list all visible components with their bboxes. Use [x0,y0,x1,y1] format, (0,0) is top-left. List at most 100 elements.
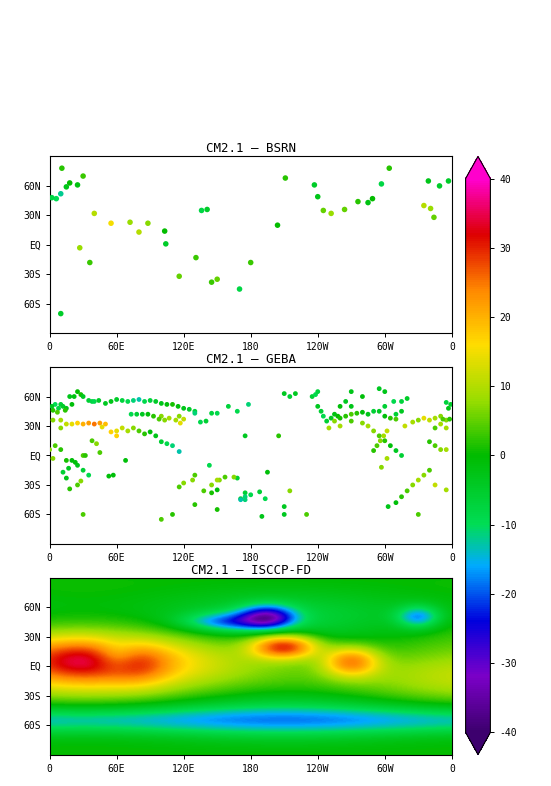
Point [163,437,171,450]
Point [65,177,74,189]
Point [442,443,451,456]
Point [445,413,454,425]
Point [94,394,103,407]
Point [132,408,141,421]
Point [408,416,417,428]
Point [291,387,300,400]
Point [431,412,440,424]
Point [425,413,434,426]
Point [353,407,361,420]
Point [118,394,127,407]
Point [358,406,367,418]
Point [112,429,121,442]
Point [79,170,88,182]
Point [161,237,170,250]
Point [380,410,389,422]
Point [54,402,63,414]
Point [397,405,406,417]
Point [241,490,250,503]
Point [84,417,93,429]
Point [397,490,406,503]
Point [261,492,269,505]
Point [310,178,319,191]
Point [241,429,250,442]
Point [73,479,82,491]
Point [53,406,62,418]
Point [101,417,110,430]
Point [163,398,171,410]
Point [188,474,197,487]
Point [101,397,110,410]
Point [377,461,386,473]
Point [380,400,389,413]
Point [327,412,336,424]
Point [408,479,417,491]
Point [358,417,367,429]
Point [104,470,113,483]
Point [425,435,434,448]
Point [382,452,391,465]
Point [386,412,395,424]
Point [73,417,82,429]
Point [327,207,336,219]
Point [392,408,401,421]
Point [419,468,428,481]
Point [330,408,339,421]
Point [380,435,389,447]
Point [62,472,71,484]
Point [213,503,222,516]
Point [68,398,77,410]
Point [257,510,266,523]
Point [263,466,272,479]
Point [442,396,451,409]
Point [179,476,188,489]
Point [369,444,378,457]
Point [58,466,67,479]
Point [347,400,356,413]
Point [56,421,65,434]
Title: CM2.1 – GEBA: CM2.1 – GEBA [206,353,296,366]
Point [62,454,71,467]
Point [129,394,138,407]
Point [62,417,71,430]
Point [385,162,393,174]
Point [56,413,65,426]
Point [191,468,199,481]
Point [70,390,79,402]
Point [85,256,94,269]
Point [308,390,317,402]
Point [157,435,166,448]
Point [341,395,350,408]
Point [236,494,245,506]
Point [325,421,333,434]
Point [68,417,77,430]
Point [129,421,138,434]
Point [435,179,444,192]
Point [414,508,423,520]
Point [174,400,182,413]
Point [107,395,116,408]
Point [430,211,439,223]
Point [444,174,453,187]
Point [207,479,216,491]
PathPatch shape [466,733,490,755]
Point [426,202,435,215]
Point [57,162,66,174]
Point [314,400,322,413]
Point [47,400,56,413]
Point [347,415,356,428]
Point [88,395,96,408]
Point [179,402,188,414]
Point [431,421,440,434]
Point [376,435,385,447]
Point [347,385,356,398]
Point [77,388,85,401]
Point [392,497,401,509]
Point [236,492,245,505]
Point [77,475,85,487]
Point [123,424,132,437]
Point [140,428,149,440]
Point [233,405,242,417]
Title: CM2.1 – BSRN: CM2.1 – BSRN [206,142,296,156]
Point [442,483,451,496]
